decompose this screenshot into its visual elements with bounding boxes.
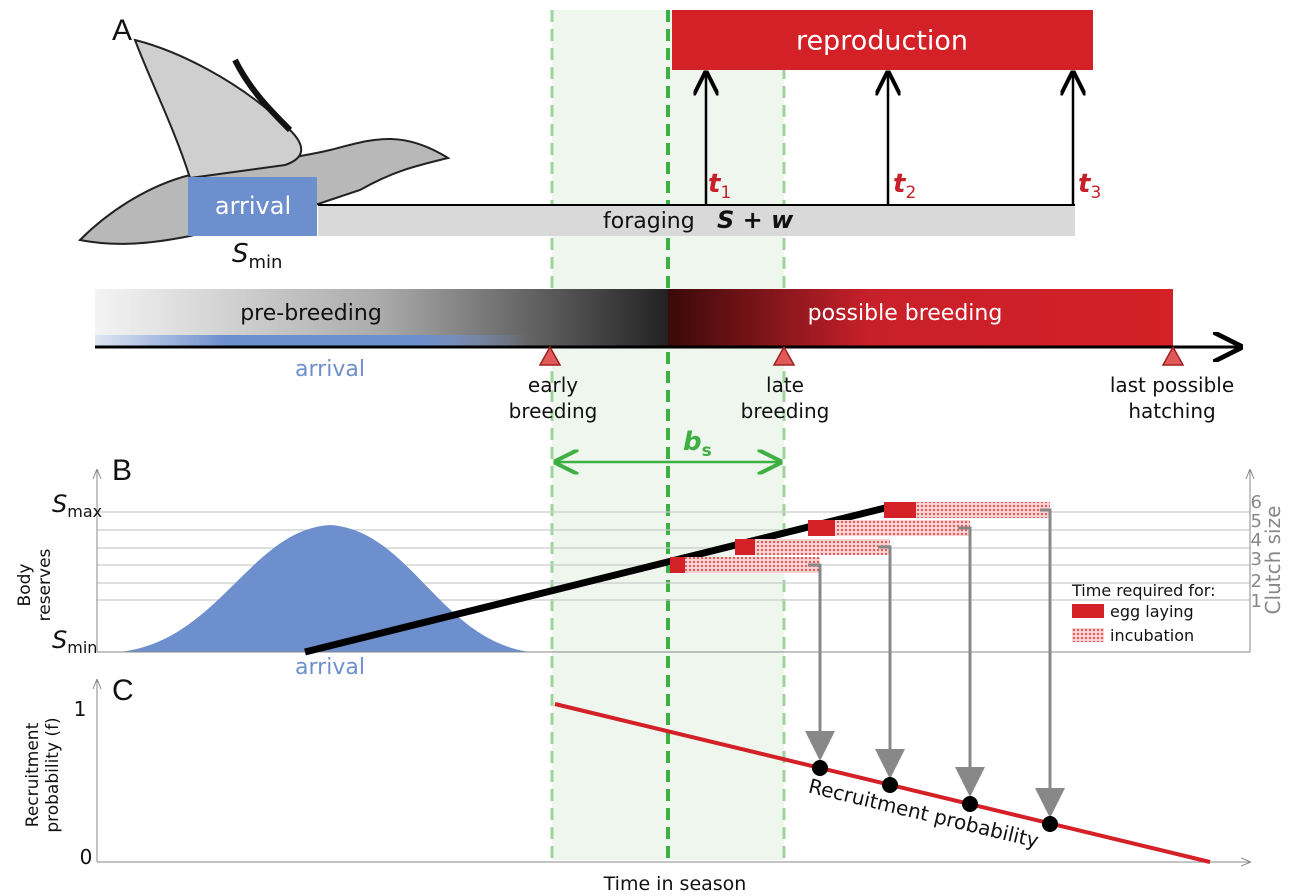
phase-label: possible breeding <box>808 301 1003 326</box>
s: S <box>232 239 249 269</box>
b-sub: s <box>702 441 712 461</box>
bs-label: bs <box>683 427 712 461</box>
path <box>232 58 293 133</box>
g: early breeding late breeding last possib… <box>509 373 1235 423</box>
arrival-distribution <box>120 525 530 652</box>
g <box>812 760 1058 832</box>
s-sub: min <box>249 252 283 273</box>
t-sub: 2 <box>905 183 916 203</box>
s-min: Smin <box>52 626 97 657</box>
reproduction-label: reproduction <box>796 26 968 57</box>
marker <box>538 345 562 366</box>
y-label: Recruitment <box>23 722 43 827</box>
incubation-bar <box>835 520 970 536</box>
arrival-box <box>188 177 317 236</box>
s-sub: min <box>67 638 97 657</box>
gain-label: S + w <box>717 206 794 234</box>
t: t <box>893 169 907 199</box>
g: Recruitment probability (f) <box>23 717 63 832</box>
marker <box>1161 345 1185 366</box>
y-label: Body <box>15 564 35 607</box>
reproduction-bar <box>672 10 1093 70</box>
s: S <box>52 626 67 654</box>
point <box>962 796 978 812</box>
clutch-tick: 3 <box>1251 549 1262 570</box>
panel-label: B <box>112 454 132 487</box>
s-sub: max <box>67 502 102 521</box>
time-label: t1 <box>708 169 731 203</box>
t-sub: 3 <box>1090 183 1101 203</box>
arrival-label: arrival <box>295 655 365 680</box>
y-label: probability (f) <box>43 717 63 832</box>
t: t <box>708 169 722 199</box>
reserves-line <box>304 504 886 656</box>
path <box>133 38 303 180</box>
breeding-bar <box>668 289 1173 347</box>
link-arrow <box>875 545 905 779</box>
panel-label: C <box>112 674 134 707</box>
link-arrow <box>805 563 835 761</box>
legend-title: Time required for: <box>1071 581 1215 600</box>
laying-bar <box>808 520 835 536</box>
point <box>1042 816 1058 832</box>
t: t <box>1078 169 1092 199</box>
legend-swatch <box>1072 604 1104 618</box>
marker <box>772 345 796 366</box>
clutch-tick: 6 <box>1251 492 1262 513</box>
incubation-bar <box>685 557 820 573</box>
g: Body reserves <box>15 548 55 621</box>
phase-label: pre-breeding <box>240 301 382 326</box>
incubation-bar <box>755 539 890 555</box>
time-label: t3 <box>1078 169 1101 203</box>
clutch-tick: 1 <box>1251 591 1262 612</box>
clutch-tick: 5 <box>1251 511 1262 532</box>
s-min: Smin <box>232 239 282 273</box>
t-sub: 1 <box>720 183 731 203</box>
link-arrow <box>955 526 985 797</box>
link-arrow <box>1035 508 1065 818</box>
s: S <box>52 490 67 518</box>
y-tick: 1 <box>74 697 87 721</box>
legend-swatch <box>1072 628 1104 642</box>
incubation-bar <box>916 502 1050 518</box>
x-label: Time in season <box>603 873 747 895</box>
b: b <box>683 427 702 457</box>
laying-bar <box>735 539 755 555</box>
marker-label: last possible <box>1110 373 1234 397</box>
y-label: reserves <box>35 548 55 621</box>
arrival-band <box>95 335 530 347</box>
s-max: Smax <box>52 490 102 521</box>
marker-label: breeding <box>509 399 598 423</box>
clutch-label: Clutch size <box>1261 506 1285 615</box>
g <box>805 508 1065 818</box>
clutch-tick: 2 <box>1251 571 1262 592</box>
foraging-label: foraging <box>603 209 695 234</box>
arrival-box-label: arrival <box>215 192 291 220</box>
legend-label: incubation <box>1110 626 1194 645</box>
point <box>882 777 898 793</box>
legend-label: egg laying <box>1110 602 1194 621</box>
clutch-bars <box>670 502 1050 573</box>
point <box>812 760 828 776</box>
time-label: t2 <box>893 169 916 203</box>
marker-label: early <box>528 373 578 397</box>
y-tick: 0 <box>80 845 93 869</box>
arrival-label: arrival <box>295 357 365 382</box>
laying-bar <box>884 502 916 518</box>
markers <box>538 345 1185 366</box>
clutch-tick: 4 <box>1251 530 1262 551</box>
g: 6 5 4 3 2 1 <box>1251 492 1262 612</box>
foraging-bar <box>318 205 1075 236</box>
marker-label: breeding <box>741 399 830 423</box>
marker-label: hatching <box>1128 399 1215 423</box>
panel-label: A <box>112 14 132 47</box>
laying-bar <box>670 557 685 573</box>
marker-label: late <box>766 373 804 397</box>
